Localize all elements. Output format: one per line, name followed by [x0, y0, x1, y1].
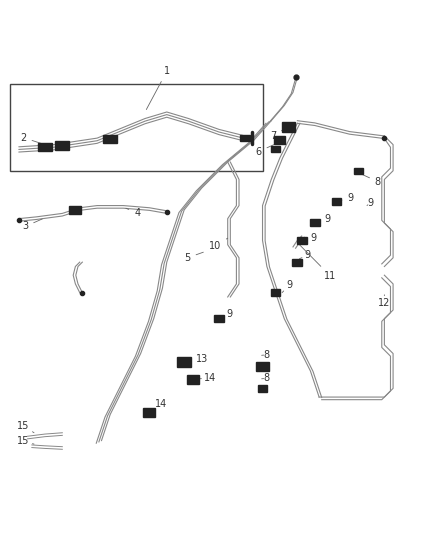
- Polygon shape: [38, 143, 52, 151]
- Polygon shape: [214, 315, 224, 322]
- Text: 4: 4: [126, 207, 140, 217]
- Polygon shape: [293, 259, 302, 265]
- Text: 5: 5: [184, 252, 203, 263]
- Text: 1: 1: [146, 66, 170, 110]
- Text: 13: 13: [191, 354, 208, 364]
- Text: 10: 10: [209, 238, 228, 251]
- Polygon shape: [177, 358, 191, 367]
- Text: 8: 8: [261, 373, 269, 383]
- Polygon shape: [187, 375, 199, 384]
- Polygon shape: [354, 168, 363, 174]
- Text: 7: 7: [270, 129, 284, 141]
- Text: 9: 9: [367, 198, 373, 208]
- Bar: [10, 84, 262, 171]
- Polygon shape: [55, 141, 69, 150]
- Polygon shape: [297, 237, 307, 244]
- Text: 14: 14: [149, 399, 167, 413]
- Polygon shape: [258, 385, 267, 392]
- Text: 15: 15: [18, 421, 34, 433]
- Text: 3: 3: [22, 219, 42, 231]
- Text: 15: 15: [18, 437, 34, 447]
- Text: 9: 9: [341, 193, 353, 203]
- Text: 8: 8: [261, 350, 269, 360]
- Text: 9: 9: [300, 250, 311, 260]
- Text: 2: 2: [21, 133, 42, 144]
- Polygon shape: [275, 136, 286, 144]
- Polygon shape: [282, 123, 295, 132]
- Polygon shape: [310, 220, 320, 227]
- Text: 9: 9: [305, 233, 317, 243]
- Polygon shape: [256, 362, 268, 371]
- Text: 9: 9: [220, 309, 233, 322]
- Text: 6: 6: [255, 144, 275, 157]
- Polygon shape: [271, 146, 280, 152]
- Polygon shape: [240, 135, 251, 141]
- Text: 8: 8: [360, 174, 381, 187]
- Text: 11: 11: [299, 245, 336, 281]
- Text: 12: 12: [378, 295, 390, 309]
- Polygon shape: [103, 135, 117, 143]
- Text: 14: 14: [199, 373, 216, 383]
- Polygon shape: [332, 198, 341, 205]
- Polygon shape: [271, 289, 280, 296]
- Polygon shape: [69, 206, 81, 214]
- Text: 9: 9: [282, 280, 293, 293]
- Text: 9: 9: [318, 214, 330, 224]
- Polygon shape: [143, 408, 155, 417]
